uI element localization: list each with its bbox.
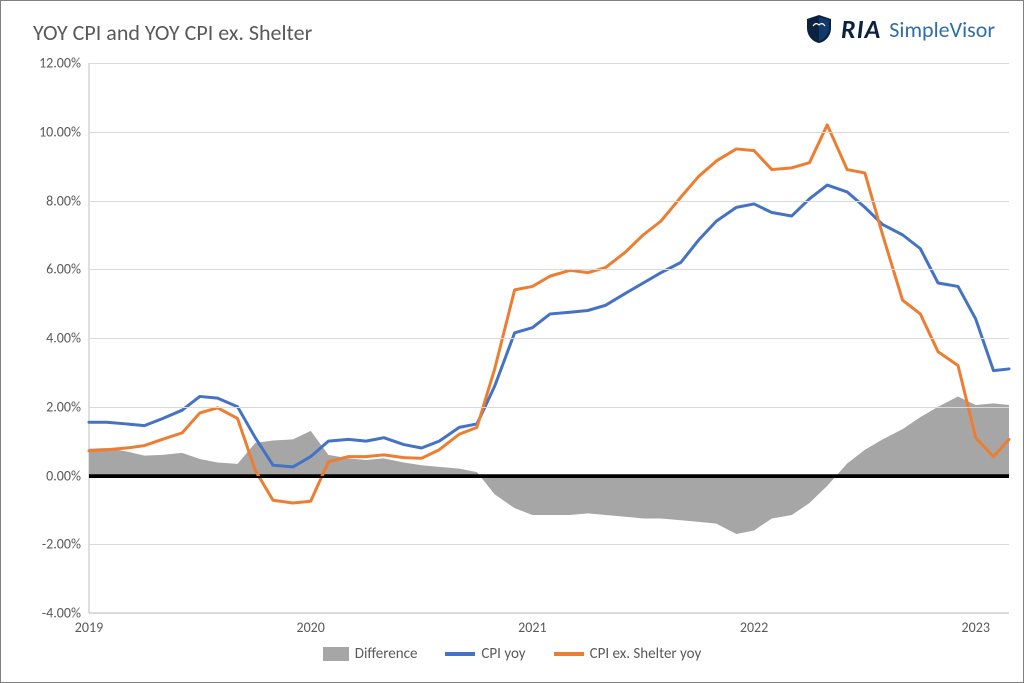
y-axis-label: 0.00%	[46, 467, 89, 484]
chart-title: YOY CPI and YOY CPI ex. Shelter	[33, 19, 312, 46]
y-axis-label: 4.00%	[46, 330, 89, 347]
y-axis-label: 2.00%	[46, 398, 89, 415]
legend-swatch	[323, 647, 349, 661]
line-series	[89, 185, 1009, 467]
legend-item: Difference	[323, 645, 418, 663]
gridline	[89, 201, 1009, 202]
x-axis-label: 2019	[75, 613, 103, 636]
gridline	[89, 269, 1009, 270]
x-axis-label: 2022	[740, 613, 768, 636]
y-axis-label: 6.00%	[46, 261, 89, 278]
legend-label: CPI ex. Shelter yoy	[590, 645, 702, 663]
legend-swatch	[445, 652, 475, 656]
x-axis-label: 2023	[962, 613, 990, 636]
legend-label: Difference	[355, 645, 418, 663]
logo-brand-text: RIA	[841, 13, 881, 45]
y-axis-label: 12.00%	[39, 55, 89, 72]
legend-item: CPI ex. Shelter yoy	[554, 645, 702, 663]
gridline	[89, 338, 1009, 339]
chart-container: YOY CPI and YOY CPI ex. Shelter RIA Simp…	[0, 0, 1024, 683]
area-series	[89, 396, 1009, 534]
gridline	[89, 544, 1009, 545]
y-axis-label: 10.00%	[39, 123, 89, 140]
plot-area: -4.00%-2.00%0.00%2.00%4.00%6.00%8.00%10.…	[89, 63, 1009, 613]
gridline	[89, 63, 1009, 64]
ria-shield-icon	[805, 14, 833, 44]
y-axis-label: -2.00%	[42, 536, 89, 553]
gridline	[89, 132, 1009, 133]
legend-item: CPI yoy	[445, 645, 525, 663]
gridline	[89, 476, 1009, 478]
x-axis-label: 2021	[518, 613, 546, 636]
chart-legend: Difference CPI yoy CPI ex. Shelter yoy	[1, 645, 1023, 663]
brand-logo: RIA SimpleVisor	[805, 13, 995, 45]
y-axis-label: 8.00%	[46, 192, 89, 209]
legend-swatch	[554, 652, 584, 656]
gridline	[89, 613, 1009, 614]
logo-product-text: SimpleVisor	[889, 16, 995, 43]
gridline	[89, 407, 1009, 408]
x-axis-label: 2020	[296, 613, 324, 636]
legend-label: CPI yoy	[481, 645, 525, 663]
